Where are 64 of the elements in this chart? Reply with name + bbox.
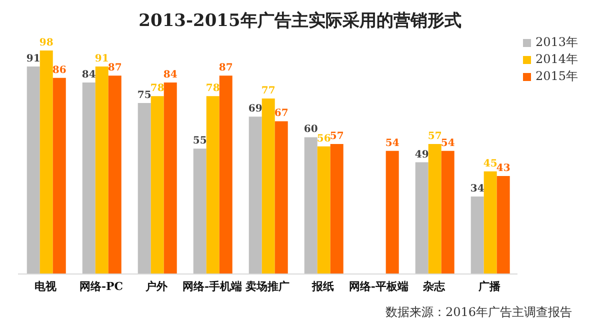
data-label: 78 — [150, 83, 164, 94]
legend-label: 2014年 — [535, 52, 578, 66]
x-tick-label: 杂志 — [422, 280, 446, 293]
data-label: 86 — [52, 64, 66, 76]
bar — [441, 150, 454, 274]
bar — [193, 148, 206, 274]
bar — [138, 103, 151, 274]
data-label: 87 — [218, 62, 233, 74]
bar — [95, 66, 108, 274]
data-label: 43 — [496, 162, 510, 174]
source-note: 数据来源：2016年广告主调查报告 — [385, 304, 572, 321]
data-label: 69 — [248, 104, 262, 115]
legend-label: 2015年 — [535, 69, 578, 83]
x-tick-label: 卖场推广 — [246, 280, 290, 293]
bar — [484, 171, 497, 274]
data-label: 78 — [206, 83, 220, 94]
bar — [470, 196, 484, 274]
data-label: 54 — [385, 138, 400, 149]
bar — [386, 150, 399, 274]
bar — [150, 96, 164, 274]
bar — [304, 137, 318, 274]
data-label: 87 — [108, 62, 122, 74]
bar — [415, 162, 428, 274]
x-tick-label: 网络-手机端 — [182, 280, 242, 293]
data-label: 45 — [483, 158, 498, 170]
x-tick-label: 广播 — [478, 280, 502, 293]
data-label: 56 — [316, 133, 331, 144]
bar — [248, 116, 262, 274]
x-tick-label: 电视 — [34, 280, 58, 293]
data-label: 55 — [192, 136, 207, 147]
data-label: 91 — [94, 54, 109, 65]
bar — [262, 98, 275, 274]
data-label: 91 — [26, 54, 40, 65]
chart-title: 2013-2015年广告主实际采用的营销形式 — [138, 10, 462, 33]
data-label: 67 — [274, 108, 288, 120]
x-tick-label: 报纸 — [311, 280, 334, 293]
bar — [330, 144, 344, 274]
data-label: 84 — [163, 69, 178, 80]
data-label: 57 — [428, 131, 442, 142]
data-label: 49 — [414, 149, 429, 160]
data-label: 60 — [304, 124, 318, 136]
data-label: 77 — [261, 85, 276, 96]
x-tick-label: 网络-平板端 — [348, 280, 409, 293]
bar — [274, 121, 288, 274]
x-tick-label: 户外 — [144, 280, 169, 293]
bar — [26, 66, 40, 274]
data-label: 57 — [330, 131, 344, 142]
bar — [428, 144, 442, 274]
data-label: 54 — [440, 138, 455, 149]
bar — [219, 76, 232, 274]
bar — [108, 76, 122, 274]
bar — [40, 50, 53, 274]
data-label: 84 — [82, 69, 96, 80]
data-label: 75 — [137, 90, 152, 101]
bar — [164, 82, 177, 274]
bar — [52, 78, 66, 274]
x-tick-label: 网络-PC — [79, 280, 124, 293]
bar — [206, 96, 220, 274]
bar — [82, 82, 96, 274]
data-label: 34 — [470, 183, 484, 194]
data-label: 98 — [39, 38, 54, 49]
bar — [317, 146, 330, 274]
legend-label: 2013年 — [535, 35, 578, 49]
bar — [496, 176, 510, 274]
